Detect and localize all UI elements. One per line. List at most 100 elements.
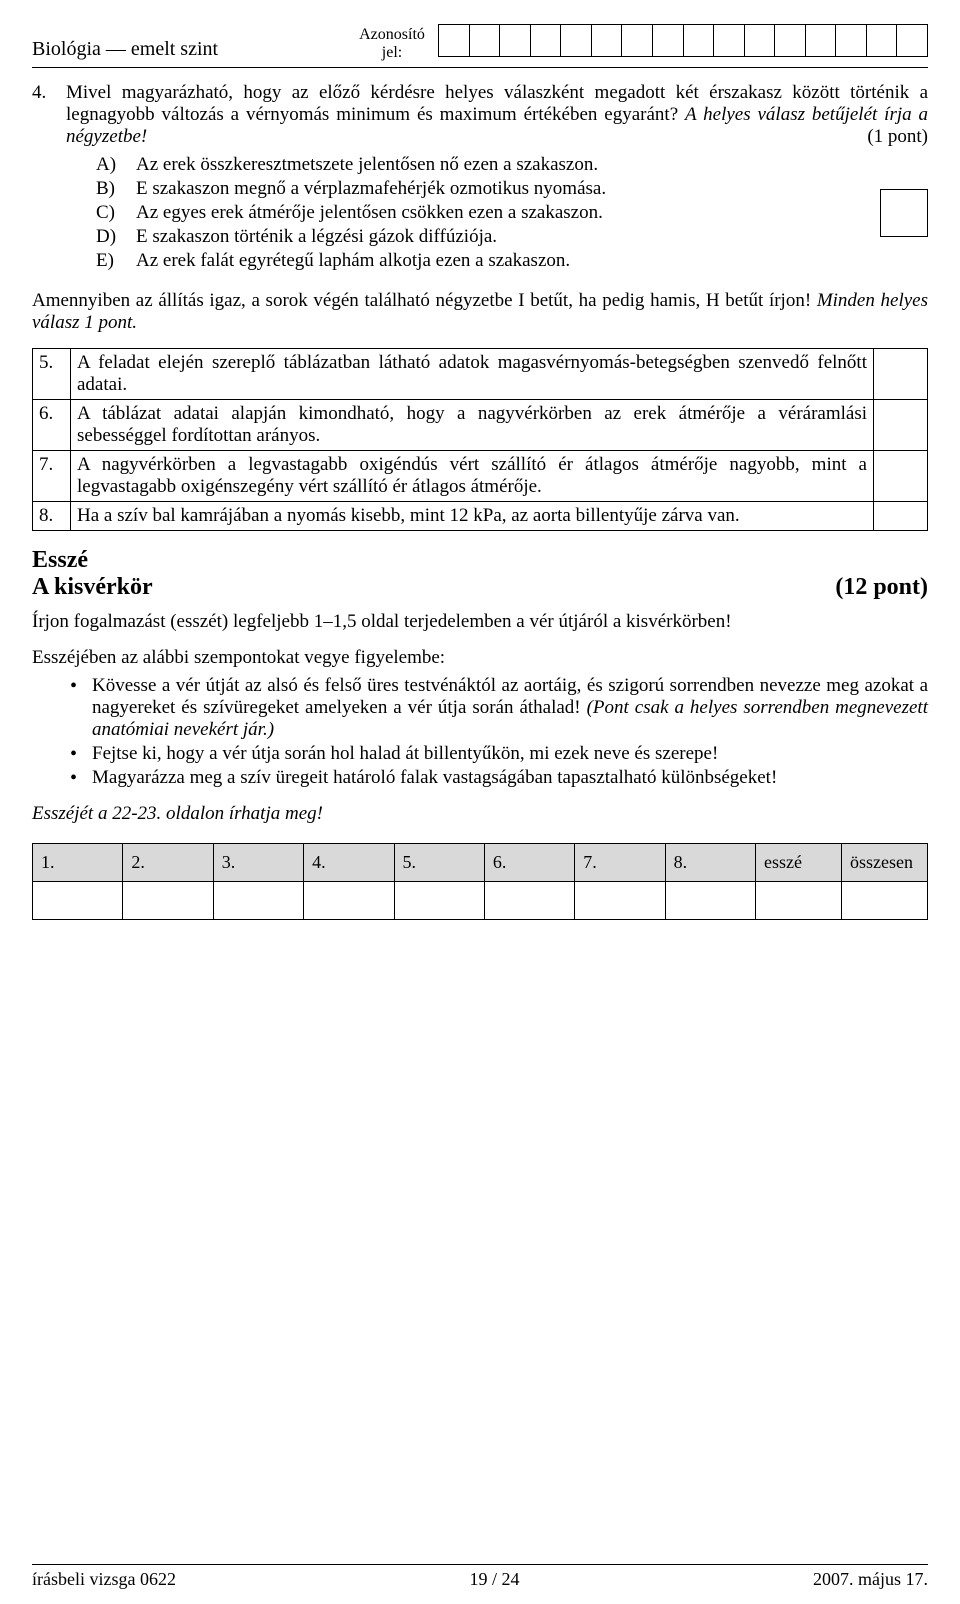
answer-box-q4[interactable] [880,189,928,237]
id-label-line2: jel: [382,44,402,61]
essay-header: A kisvérkör (12 pont) [32,574,928,601]
tf-row: 7.A nagyvérkörben a legvastagabb oxigénd… [33,450,928,501]
tf-num: 6. [33,399,71,450]
tf-row: 8.Ha a szív bal kamrájában a nyomás kise… [33,501,928,530]
option-letter: B) [96,178,136,200]
score-value-cell[interactable] [484,881,574,919]
tf-row: 5.A feladat elején szereplő táblázatban … [33,348,928,399]
essay-bullet-italic: (Pont csak a helyes sorrendben megneveze… [92,697,928,740]
score-value-cell[interactable] [575,881,665,919]
tf-answer-cell[interactable] [874,450,928,501]
option-row: A)Az erek összkeresztmetszete jelentősen… [96,154,928,176]
option-letter: A) [96,154,136,176]
score-value-cell[interactable] [665,881,755,919]
id-cell[interactable] [469,25,500,57]
id-cell[interactable] [530,25,561,57]
score-value-cell[interactable] [123,881,213,919]
score-header-cell: 8. [665,843,755,881]
score-table: 1.2.3.4.5.6.7.8.esszéösszesen [32,843,928,920]
footer-left: írásbeli vizsga 0622 [32,1569,176,1590]
score-header-cell: 2. [123,843,213,881]
subject-label: Biológia — emelt szint [32,24,352,61]
score-value-cell[interactable] [33,881,123,919]
option-row: D)E szakaszon történik a légzési gázok d… [96,226,928,248]
score-header-cell: 1. [33,843,123,881]
option-row: E)Az erek falát egyrétegű laphám alkotja… [96,250,928,272]
tf-num: 7. [33,450,71,501]
tf-row: 6.A táblázat adatai alapján kimondható, … [33,399,928,450]
id-label-line1: Azonosító [359,26,425,43]
id-cell[interactable] [561,25,592,57]
options-list: A)Az erek összkeresztmetszete jelentősen… [32,154,928,272]
question-points: (1 pont) [867,126,928,148]
score-header-cell: összesen [842,843,928,881]
option-letter: E) [96,250,136,272]
tf-statement: Ha a szív bal kamrájában a nyomás kisebb… [71,501,874,530]
score-header-cell: 6. [484,843,574,881]
tf-table: 5.A feladat elején szereplő táblázatban … [32,348,928,531]
score-value-cell[interactable] [394,881,484,919]
id-cell[interactable] [439,25,470,57]
score-header-row: 1.2.3.4.5.6.7.8.esszéösszesen [33,843,928,881]
score-value-cell[interactable] [304,881,394,919]
score-header-cell: esszé [756,843,842,881]
id-label: Azonosító jel: [352,24,432,63]
footer-center: 19 / 24 [469,1569,519,1590]
essay-points-intro: Esszéjében az alábbi szempontokat vegye … [32,647,928,669]
question-body: Mivel magyarázható, hogy az előző kérdés… [66,82,928,148]
option-text: E szakaszon történik a légzési gázok dif… [136,226,928,248]
essay-location: Esszéjét a 22-23. oldalon írhatja meg! [32,803,928,825]
essay-bullet: Fejtse ki, hogy a vér útja során hol hal… [70,743,928,765]
tf-num: 5. [33,348,71,399]
score-value-row [33,881,928,919]
id-cell[interactable] [591,25,622,57]
options-wrap: A)Az erek összkeresztmetszete jelentősen… [32,154,928,272]
id-grid [438,24,928,57]
tf-answer-cell[interactable] [874,348,928,399]
essay-bullets: Kövesse a vér útját az alsó és felső üre… [32,675,928,789]
score-header-cell: 5. [394,843,484,881]
essay-title: Esszé [32,547,928,574]
essay-section: Esszé A kisvérkör (12 pont) Írjon fogalm… [32,547,928,825]
id-cell[interactable] [683,25,714,57]
tf-statement: A nagyvérkörben a legvastagabb oxigéndús… [71,450,874,501]
essay-bullet: Kövesse a vér útját az alsó és felső üre… [70,675,928,741]
option-row: C)Az egyes erek átmérője jelentősen csök… [96,202,928,224]
option-text: E szakaszon megnő a vérplazmafehérjék oz… [136,178,928,200]
id-cell[interactable] [866,25,897,57]
id-cell[interactable] [836,25,867,57]
score-value-cell[interactable] [213,881,303,919]
score-header-cell: 3. [213,843,303,881]
tf-answer-cell[interactable] [874,399,928,450]
tf-answer-cell[interactable] [874,501,928,530]
essay-intro: Írjon fogalmazást (esszét) legfeljebb 1–… [32,611,928,633]
page-header: Biológia — emelt szint Azonosító jel: [32,24,928,68]
tf-statement: A feladat elején szereplő táblázatban lá… [71,348,874,399]
question-4: 4. Mivel magyarázható, hogy az előző kér… [32,82,928,148]
tf-statement: A táblázat adatai alapján kimondható, ho… [71,399,874,450]
id-cell[interactable] [775,25,806,57]
score-header-cell: 4. [304,843,394,881]
option-text: Az erek falát egyrétegű laphám alkotja e… [136,250,928,272]
tf-num: 8. [33,501,71,530]
id-cell[interactable] [744,25,775,57]
id-cell[interactable] [500,25,531,57]
option-letter: C) [96,202,136,224]
score-value-cell[interactable] [756,881,842,919]
id-cell[interactable] [714,25,745,57]
footer-right: 2007. május 17. [813,1569,928,1590]
question-number: 4. [32,82,66,148]
option-row: B)E szakaszon megnő a vérplazmafehérjék … [96,178,928,200]
essay-subtitle: A kisvérkör [32,574,153,601]
tf-instruction: Amennyiben az állítás igaz, a sorok végé… [32,290,928,334]
id-cell[interactable] [652,25,683,57]
id-cell[interactable] [897,25,928,57]
essay-points: (12 pont) [835,574,928,601]
score-value-cell[interactable] [842,881,928,919]
id-cell[interactable] [622,25,653,57]
id-cell[interactable] [805,25,836,57]
page-footer: írásbeli vizsga 0622 19 / 24 2007. május… [32,1564,928,1590]
score-header-cell: 7. [575,843,665,881]
option-text: Az egyes erek átmérője jelentősen csökke… [136,202,928,224]
option-letter: D) [96,226,136,248]
